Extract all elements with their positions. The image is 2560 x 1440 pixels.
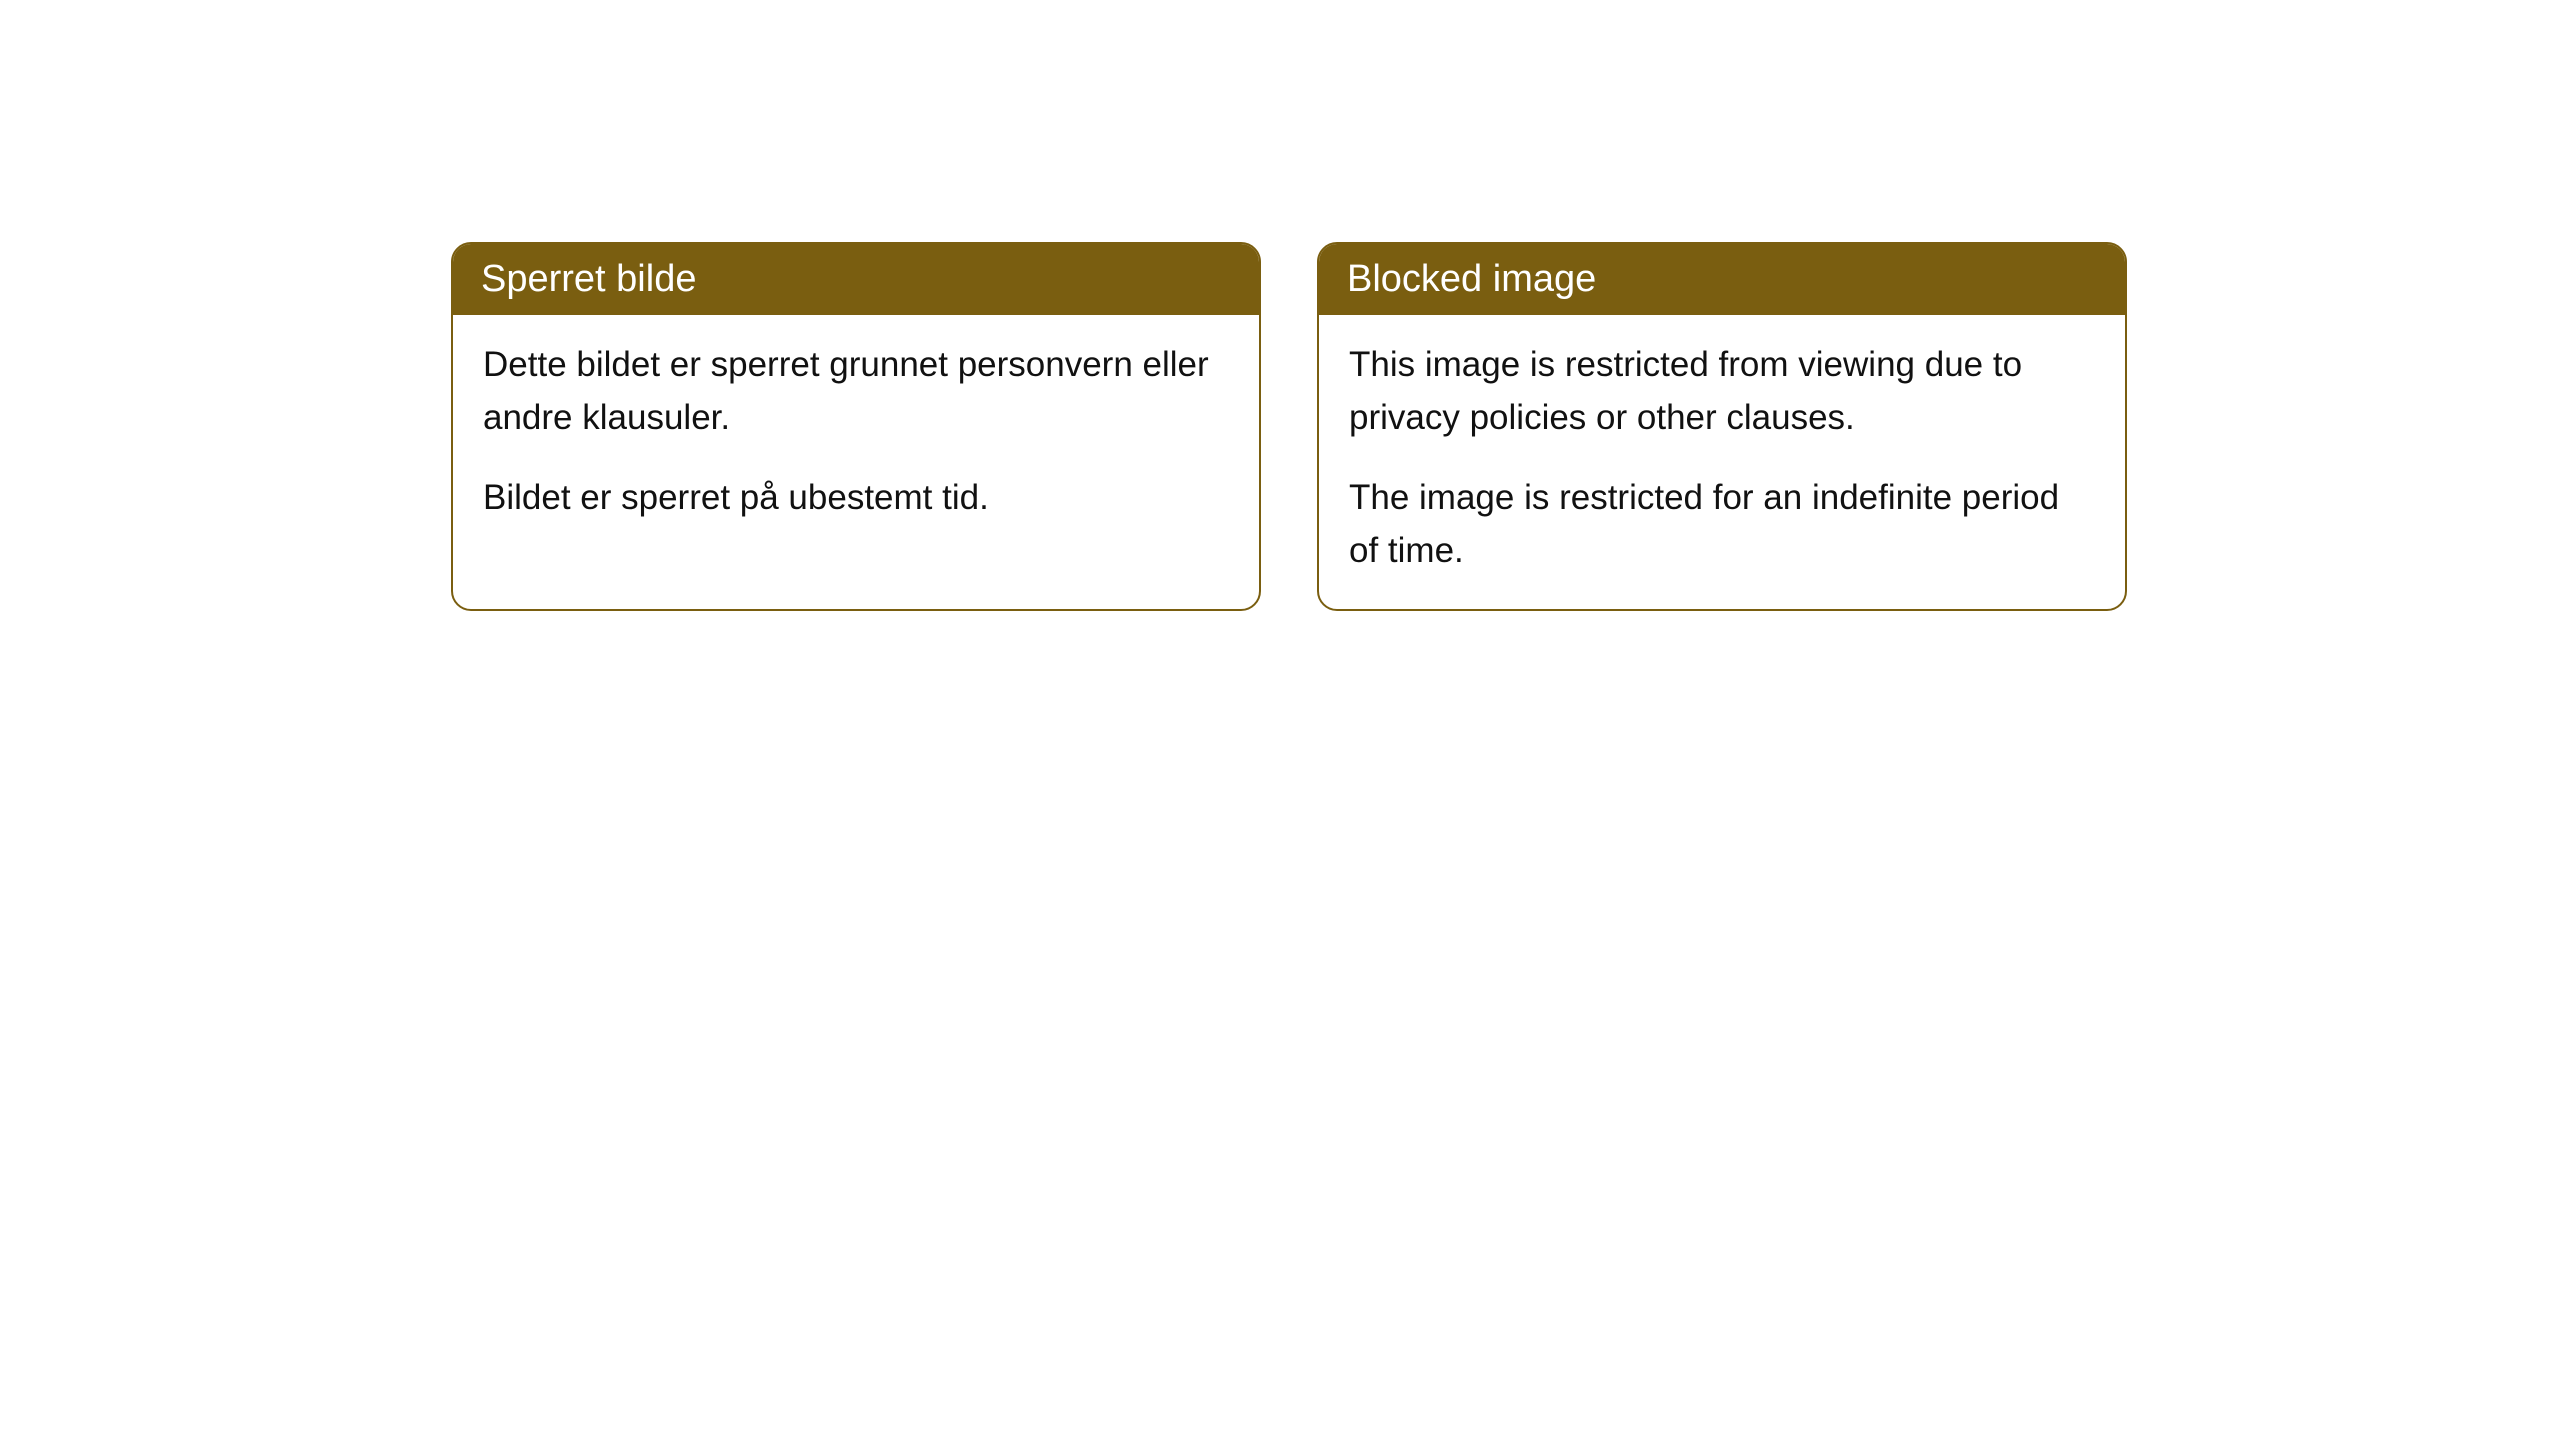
card-paragraph-1: Dette bildet er sperret grunnet personve…	[483, 339, 1229, 444]
card-paragraph-2: Bildet er sperret på ubestemt tid.	[483, 472, 1229, 525]
notice-card-norwegian: Sperret bilde Dette bildet er sperret gr…	[451, 242, 1261, 611]
notice-cards-container: Sperret bilde Dette bildet er sperret gr…	[451, 242, 2127, 611]
notice-card-english: Blocked image This image is restricted f…	[1317, 242, 2127, 611]
card-paragraph-2: The image is restricted for an indefinit…	[1349, 472, 2095, 577]
card-header-norwegian: Sperret bilde	[453, 244, 1259, 315]
card-paragraph-1: This image is restricted from viewing du…	[1349, 339, 2095, 444]
card-header-english: Blocked image	[1319, 244, 2125, 315]
card-body-english: This image is restricted from viewing du…	[1319, 315, 2125, 609]
card-body-norwegian: Dette bildet er sperret grunnet personve…	[453, 315, 1259, 557]
